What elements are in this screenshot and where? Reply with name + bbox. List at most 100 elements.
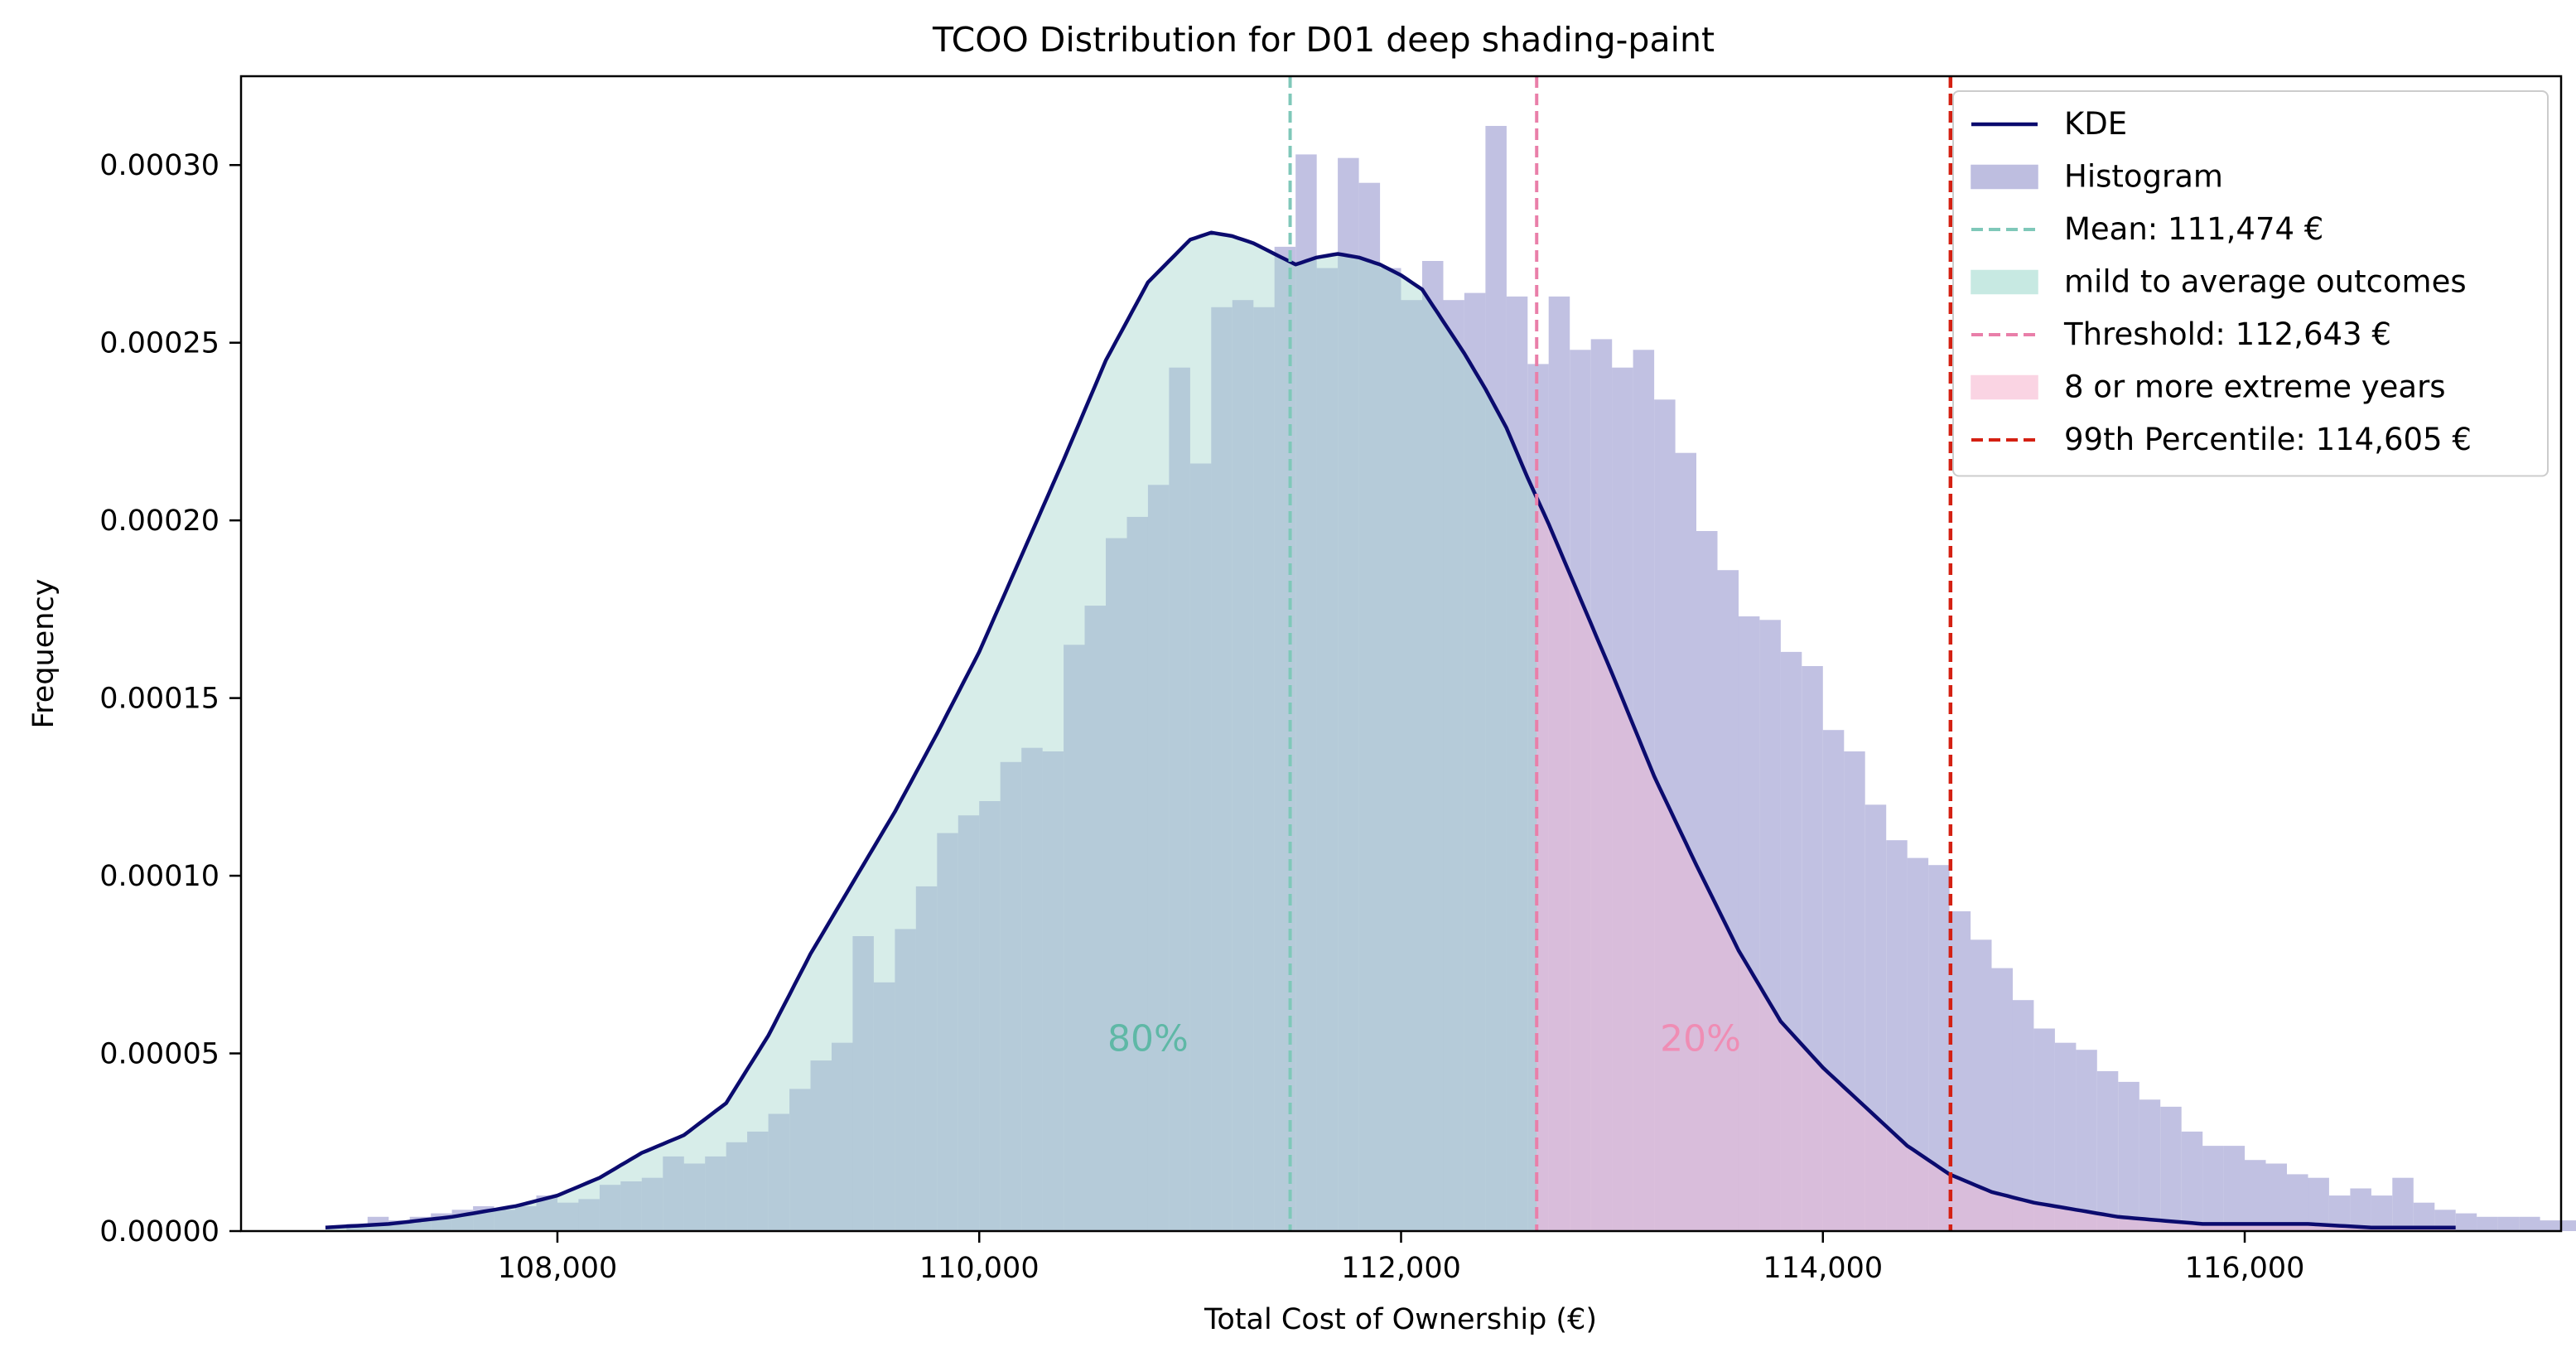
histogram-bar xyxy=(620,1181,642,1231)
legend-label: mild to average outcomes xyxy=(2064,264,2467,300)
histogram-bar xyxy=(1253,307,1275,1231)
legend-swatch-patch xyxy=(1971,269,2038,295)
histogram-bar xyxy=(1021,747,1043,1231)
histogram-bar xyxy=(2265,1163,2287,1231)
histogram-bar xyxy=(2371,1195,2393,1231)
histogram-bar xyxy=(2392,1177,2414,1231)
mild-region-fill xyxy=(325,233,1537,1231)
histogram-bar xyxy=(705,1156,726,1231)
histogram-bar xyxy=(747,1131,769,1231)
histogram-bar xyxy=(1443,300,1464,1232)
legend-label: 8 or more extreme years xyxy=(2064,369,2446,405)
histogram-bar xyxy=(726,1142,748,1231)
histogram-bar xyxy=(1907,857,1929,1231)
histogram-bar xyxy=(1590,339,1613,1231)
histogram-bar xyxy=(578,1199,600,1231)
legend-swatch-patch xyxy=(1971,164,2038,190)
histogram-bar xyxy=(1358,182,1381,1232)
histogram-bar xyxy=(1759,620,1781,1231)
histogram-bar xyxy=(2096,1071,2119,1231)
histogram-bar xyxy=(1126,516,1148,1231)
histogram-bar xyxy=(1780,651,1802,1231)
histogram-bar xyxy=(2139,1099,2161,1231)
histogram-bar xyxy=(789,1089,811,1231)
histogram-bar xyxy=(2181,1131,2203,1231)
x-tick-label: 112,000 xyxy=(1341,1252,1461,1285)
histogram-bar xyxy=(515,1206,537,1231)
legend-label: Mean: 111,474 € xyxy=(2064,211,2323,247)
histogram-bar xyxy=(1169,367,1190,1232)
legend: KDE Histogram Mean: 111,474 € mild to avera… xyxy=(1952,90,2549,477)
histogram-bar xyxy=(1864,804,1887,1231)
histogram-bar xyxy=(873,982,895,1231)
histogram-bar xyxy=(1295,154,1317,1231)
y-tick-label: 0.00025 xyxy=(99,327,219,360)
histogram-bar xyxy=(1991,968,2013,1231)
legend-label: Histogram xyxy=(2064,159,2223,195)
legend-label: Threshold: 112,643 € xyxy=(2063,316,2391,352)
histogram-bar xyxy=(1211,307,1233,1231)
histogram-bar xyxy=(1612,367,1633,1232)
histogram-bar xyxy=(663,1156,684,1231)
histogram-bar xyxy=(1717,570,1739,1231)
plot-area: 80% 20% xyxy=(325,76,2576,1232)
histogram-bar xyxy=(1042,751,1064,1231)
histogram-bar xyxy=(2350,1188,2371,1231)
kde-line xyxy=(325,230,2456,1229)
legend-label: 99th Percentile: 114,605 € xyxy=(2064,422,2472,457)
histogram-bar xyxy=(2054,1042,2077,1231)
y-tick-label: 0.00015 xyxy=(99,683,219,716)
histogram-bar xyxy=(1844,751,1865,1231)
histogram-bar xyxy=(1971,939,1992,1231)
histogram-bar xyxy=(599,1185,621,1231)
y-tick-label: 0.00020 xyxy=(99,505,219,538)
histogram-bar xyxy=(683,1163,706,1231)
histogram-bar xyxy=(1000,761,1022,1231)
x-tick-label: 114,000 xyxy=(1763,1252,1883,1285)
extreme-region-fill xyxy=(1536,497,2456,1231)
histogram-bar xyxy=(2033,1028,2055,1231)
histogram-bar xyxy=(1189,463,1212,1231)
y-tick-label: 0.00030 xyxy=(99,149,219,182)
x-tick-label: 108,000 xyxy=(498,1252,618,1285)
histogram-bar xyxy=(1696,531,1718,1231)
histogram-bar xyxy=(1548,296,1570,1231)
histogram-bar xyxy=(1316,268,1339,1232)
histogram-bar xyxy=(1422,261,1444,1231)
histogram-bar xyxy=(979,801,1001,1231)
histogram-bar xyxy=(958,815,980,1231)
histogram-bar xyxy=(2497,1216,2520,1231)
histogram-bar xyxy=(1886,840,1908,1231)
histogram-bar xyxy=(1232,300,1254,1232)
histogram-bar xyxy=(937,833,958,1231)
histogram-bar xyxy=(895,929,916,1231)
annotation-20-percent: 20% xyxy=(1660,1018,1741,1060)
histogram-bar xyxy=(2076,1050,2097,1231)
histogram-bar xyxy=(1084,606,1106,1231)
histogram-bar xyxy=(2308,1177,2329,1231)
histogram-bar xyxy=(1147,485,1170,1231)
histogram-bar xyxy=(557,1202,579,1231)
histogram-bar xyxy=(852,936,874,1231)
histogram-bar xyxy=(915,886,938,1231)
histogram-bar xyxy=(2455,1213,2477,1231)
histogram-bar xyxy=(2202,1146,2224,1231)
y-axis-label: Frequency xyxy=(27,579,60,729)
x-axis-label: Total Cost of Ownership (€) xyxy=(1204,1303,1597,1336)
histogram-bar xyxy=(1380,268,1401,1232)
histogram-bar xyxy=(768,1113,790,1231)
chart-title: TCOO Distribution for D01 deep shading-p… xyxy=(932,20,1715,60)
y-tick-label: 0.00005 xyxy=(99,1038,219,1071)
x-tick-label: 110,000 xyxy=(919,1252,1040,1285)
histogram-bar xyxy=(494,1210,516,1231)
histogram-bar xyxy=(2540,1220,2561,1231)
legend-label: KDE xyxy=(2064,106,2127,142)
histogram-bar xyxy=(2561,1220,2576,1231)
histogram-bar xyxy=(2118,1081,2139,1231)
histogram-bar xyxy=(1570,350,1591,1231)
axes: 108,000 110,000 112,000 114,000 116,000 0.000… xyxy=(99,149,2304,1285)
histogram-bar xyxy=(1485,126,1507,1231)
histogram-bar xyxy=(810,1060,832,1231)
legend-swatch-patch xyxy=(1971,374,2038,400)
